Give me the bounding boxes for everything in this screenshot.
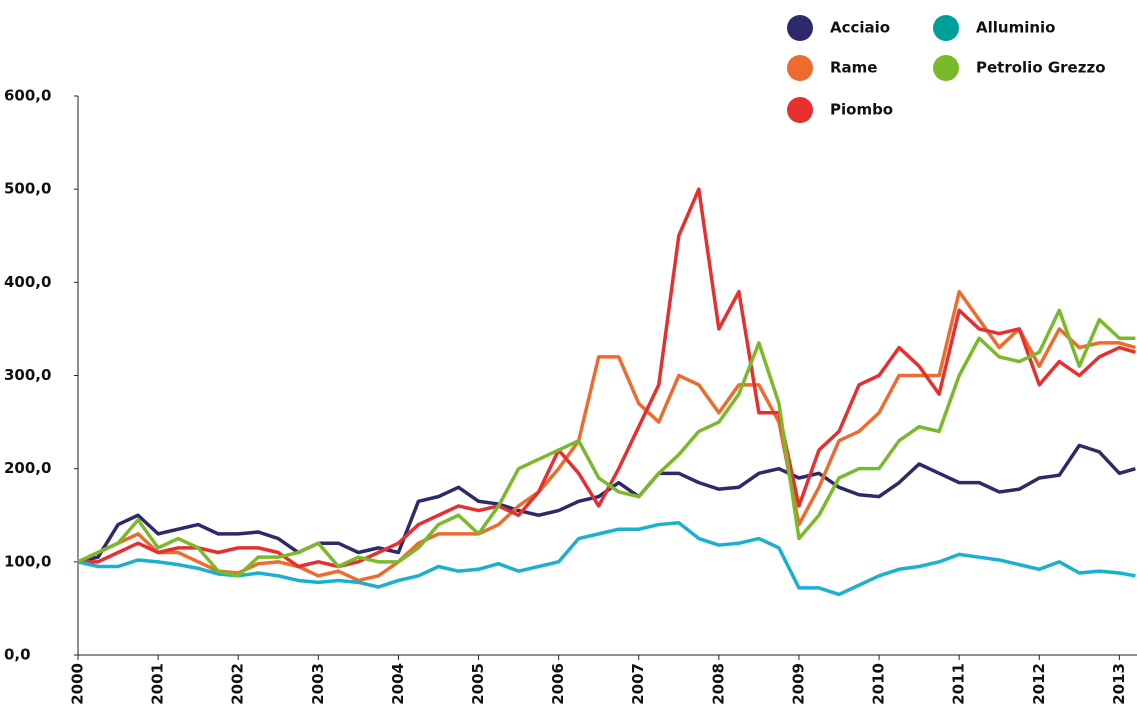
- legend-label: Rame: [830, 59, 877, 77]
- legend-swatch: [787, 55, 813, 81]
- y-tick-label: 0,0: [4, 646, 31, 664]
- x-tick-label: 2011: [950, 663, 968, 704]
- x-tick-label: 2005: [469, 663, 487, 704]
- legend-swatch: [933, 55, 959, 81]
- x-tick-label: 2008: [709, 663, 727, 704]
- y-tick-label: 600,0: [4, 87, 51, 105]
- x-tick-label: 2009: [789, 663, 807, 704]
- legend-swatch: [787, 97, 813, 123]
- x-tick-label: 2001: [149, 663, 167, 704]
- legend-label: Acciaio: [830, 19, 890, 37]
- x-tick-label: 2006: [549, 663, 567, 704]
- x-tick-label: 2013: [1110, 663, 1128, 704]
- y-tick-label: 300,0: [4, 366, 51, 384]
- y-tick-label: 400,0: [4, 273, 51, 291]
- x-tick-label: 2012: [1030, 663, 1048, 704]
- legend-label: Alluminio: [976, 19, 1055, 37]
- x-tick-label: 2010: [870, 663, 888, 704]
- y-tick-label: 200,0: [4, 459, 51, 477]
- series-line: [77, 289, 1136, 583]
- legend-swatch: [787, 15, 813, 41]
- x-tick-label: 2007: [629, 663, 647, 704]
- series-line: [78, 187, 1136, 569]
- legend-label: Piombo: [830, 101, 893, 119]
- series-line: [77, 443, 1136, 564]
- x-tick-label: 2000: [69, 663, 87, 704]
- x-tick-label: 2002: [229, 663, 247, 704]
- y-tick-label: 100,0: [4, 552, 51, 570]
- x-tick-label: 2003: [309, 663, 327, 704]
- legend-swatch: [933, 15, 959, 41]
- x-tick-label: 2004: [389, 663, 407, 704]
- y-tick-label: 500,0: [4, 180, 51, 198]
- legend-label: Petrolio Grezzo: [976, 59, 1106, 77]
- series-line: [77, 520, 1136, 597]
- series-line: [77, 308, 1136, 578]
